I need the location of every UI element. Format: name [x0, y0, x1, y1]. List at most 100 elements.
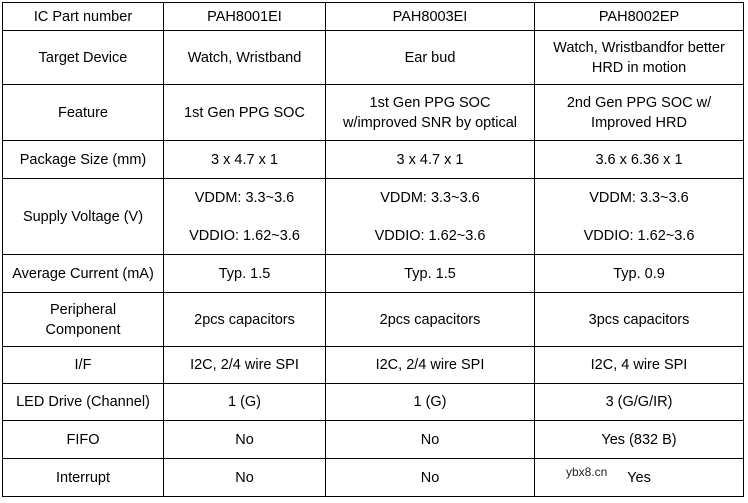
cell-average-current-col1: Typ. 1.5: [163, 254, 326, 293]
cell-fifo-col1: No: [163, 420, 326, 459]
row-label-peripheral-component: Peripheral Component: [2, 292, 164, 347]
table-body: IC Part number PAH8001EI PAH8003EI PAH8002E…: [2, 2, 744, 497]
table-row-supply-voltage: Supply Voltage (V) VDDM: 3.3~3.6 VDDIO: 1.…: [2, 178, 744, 255]
table-row-fifo: FIFO No No Yes (832 B): [2, 420, 744, 459]
cell-text-line: Ear bud: [404, 49, 456, 66]
table-row-average-current: Average Current (mA) Typ. 1.5 Typ. 1.5 Typ.…: [2, 254, 744, 293]
cell-target-device-col1: Watch, Wristband: [163, 30, 326, 85]
cell-interface-col1: I2C, 2/4 wire SPI: [163, 346, 326, 384]
cell-feature-col2: 1st Gen PPG SOC w/improved SNR by optical: [325, 84, 535, 141]
cell-text-line: Watch, Wristbandfor better: [553, 39, 725, 56]
cell-text-line: 3 (G/G/IR): [605, 394, 673, 410]
cell-text-line: 1 (G): [227, 394, 262, 410]
cell-package-size-col2: 3 x 4.7 x 1: [325, 140, 535, 179]
cell-target-device-col2: Ear bud: [325, 30, 535, 85]
row-label-feature: Feature: [2, 84, 164, 141]
cell-led-drive-col3: 3 (G/G/IR): [534, 383, 744, 421]
cell-text-line: 2pcs capacitors: [379, 311, 481, 328]
table-row-target-device: Target Device Watch, Wristband Ear bud Watc…: [2, 30, 744, 85]
cell-text-line: VDDIO: 1.62~3.6: [374, 227, 486, 244]
cell-led-drive-col2: 1 (G): [325, 383, 535, 421]
row-label-interface: I/F: [2, 346, 164, 384]
cell-feature-col1: 1st Gen PPG SOC: [163, 84, 326, 141]
cell-text-line: Typ. 1.5: [218, 265, 271, 282]
cell-text-line: VDDIO: 1.62~3.6: [583, 227, 695, 244]
cell-peripheral-component-col2: 2pcs capacitors: [325, 292, 535, 347]
cell-text-line: PAH8001EI: [207, 8, 282, 25]
cell-line-gap: [167, 208, 322, 226]
cell-interface-col2: I2C, 2/4 wire SPI: [325, 346, 535, 384]
cell-text-line: VDDIO: 1.62~3.6: [189, 227, 300, 244]
cell-text-line: HRD in motion: [591, 59, 687, 76]
cell-average-current-col3: Typ. 0.9: [534, 254, 744, 293]
watermark-text: ybx8.cn: [566, 465, 608, 479]
cell-text-line: Typ. 1.5: [404, 265, 456, 282]
table-row-package-size: Package Size (mm) 3 x 4.7 x 1 3 x 4.7 x 1 3…: [2, 140, 744, 179]
cell-line-gap: [538, 208, 740, 226]
cell-fifo-col2: No: [325, 420, 535, 459]
cell-text-line: 1st Gen PPG SOC: [369, 94, 491, 111]
table-row-interface: I/F I2C, 2/4 wire SPI I2C, 2/4 wire SPI I2C…: [2, 346, 744, 384]
cell-text-line: No: [235, 469, 254, 486]
row-label-package-size: Package Size (mm): [2, 140, 164, 179]
cell-text-line: 1 (G): [413, 394, 447, 410]
cell-fifo-col3: Yes (832 B): [534, 420, 744, 459]
cell-peripheral-component-col3: 3pcs capacitors: [534, 292, 744, 347]
cell-text-line: 2pcs capacitors: [194, 311, 295, 328]
cell-text-line: No: [420, 431, 440, 448]
cell-ic-part-number-col1: PAH8001EI: [163, 2, 326, 31]
cell-supply-voltage-col1: VDDM: 3.3~3.6 VDDIO: 1.62~3.6: [163, 178, 326, 255]
cell-text-line: 1st Gen PPG SOC: [184, 104, 305, 121]
cell-text-line: Watch, Wristband: [187, 49, 302, 66]
cell-ic-part-number-col3: PAH8002EP: [534, 2, 744, 31]
cell-interrupt-col3: Yes: [534, 458, 744, 497]
cell-text-line: VDDM: 3.3~3.6: [589, 189, 689, 206]
cell-text-line: Typ. 0.9: [613, 265, 665, 282]
cell-ic-part-number-col2: PAH8003EI: [325, 2, 535, 31]
row-label-target-device: Target Device: [2, 30, 164, 85]
cell-text-line: Yes (832 B): [601, 431, 677, 448]
row-label-average-current: Average Current (mA): [2, 254, 164, 293]
row-label-fifo: FIFO: [2, 420, 164, 459]
table-row-led-drive: LED Drive (Channel) 1 (G) 1 (G) 3 (G/G/IR): [2, 383, 744, 421]
row-label-supply-voltage: Supply Voltage (V): [2, 178, 164, 255]
cell-feature-col3: 2nd Gen PPG SOC w/Improved HRD: [534, 84, 744, 141]
cell-text-line: I2C, 2/4 wire SPI: [190, 357, 299, 373]
cell-text-line: Yes: [627, 469, 651, 486]
cell-interface-col3: I2C, 4 wire SPI: [534, 346, 744, 384]
cell-text-line: VDDM: 3.3~3.6: [380, 189, 480, 206]
cell-text-line: 3pcs capacitors: [588, 311, 690, 328]
row-label-led-drive: LED Drive (Channel): [2, 383, 164, 421]
table-row-interrupt: Interrupt No No Yes: [2, 458, 744, 497]
table-row-peripheral-component: Peripheral Component 2pcs capacitors 2pcs …: [2, 292, 744, 347]
table-row-ic-part-number: IC Part number PAH8001EI PAH8003EI PAH8002E…: [2, 2, 744, 31]
cell-peripheral-component-col1: 2pcs capacitors: [163, 292, 326, 347]
cell-text-line: 2nd Gen PPG SOC w/: [566, 94, 712, 111]
cell-led-drive-col1: 1 (G): [163, 383, 326, 421]
cell-interrupt-col1: No: [163, 458, 326, 497]
row-label-ic-part-number: IC Part number: [2, 2, 164, 31]
row-label-interrupt: Interrupt: [2, 458, 164, 497]
cell-text-line: 3 x 4.7 x 1: [211, 151, 278, 168]
cell-text-line: VDDM: 3.3~3.6: [194, 189, 295, 206]
cell-text-line: No: [235, 431, 254, 448]
cell-line-gap: [329, 208, 531, 226]
cell-text-line: 3 x 4.7 x 1: [396, 151, 464, 168]
spec-comparison-table: IC Part number PAH8001EI PAH8003EI PAH8002E…: [2, 2, 744, 497]
cell-text-line: No: [420, 469, 440, 486]
cell-text-line: Improved HRD: [591, 114, 687, 131]
cell-text-line: I2C, 2/4 wire SPI: [375, 357, 485, 373]
cell-average-current-col2: Typ. 1.5: [325, 254, 535, 293]
cell-package-size-col3: 3.6 x 6.36 x 1: [534, 140, 744, 179]
cell-text-line: w/improved SNR by optical: [342, 114, 518, 131]
table-row-feature: Feature 1st Gen PPG SOC 1st Gen PPG SOC w/i…: [2, 84, 744, 141]
cell-text-line: I2C, 4 wire SPI: [590, 357, 688, 373]
cell-supply-voltage-col3: VDDM: 3.3~3.6 VDDIO: 1.62~3.6: [534, 178, 744, 255]
cell-package-size-col1: 3 x 4.7 x 1: [163, 140, 326, 179]
cell-text-line: PAH8003EI: [392, 8, 468, 25]
cell-text-line: 3.6 x 6.36 x 1: [595, 151, 683, 168]
cell-interrupt-col2: No: [325, 458, 535, 497]
cell-text-line: PAH8002EP: [598, 8, 680, 25]
cell-supply-voltage-col2: VDDM: 3.3~3.6 VDDIO: 1.62~3.6: [325, 178, 535, 255]
cell-target-device-col3: Watch, Wristbandfor better HRD in motion: [534, 30, 744, 85]
